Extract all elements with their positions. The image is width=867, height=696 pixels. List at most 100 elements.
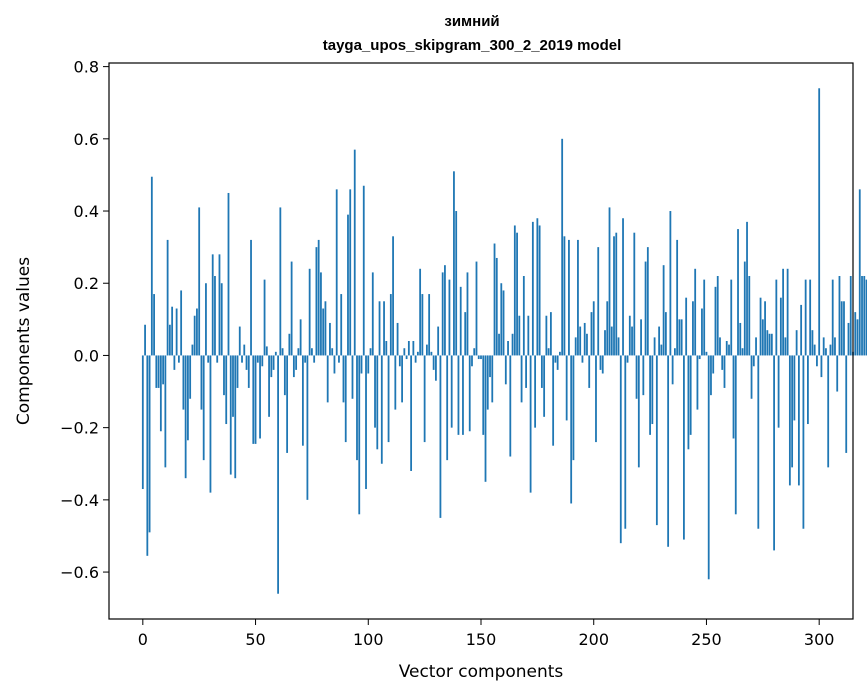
bar-1 <box>144 324 146 356</box>
x-tick-label-100: 100 <box>353 630 384 649</box>
bar-316 <box>854 312 857 356</box>
bar-99 <box>365 355 367 490</box>
bar-198 <box>588 355 591 388</box>
chart-subtitle: tayga_upos_skipgram_300_2_2019 model <box>323 37 622 54</box>
bar-288 <box>791 355 794 468</box>
bar-47 <box>247 355 250 388</box>
bar-24 <box>196 308 198 356</box>
bar-217 <box>631 326 633 356</box>
bar-70 <box>299 319 302 356</box>
bar-207 <box>608 207 611 356</box>
bar-161 <box>504 355 507 385</box>
bar-261 <box>730 279 733 356</box>
bar-226 <box>651 355 654 425</box>
bar-159 <box>500 283 503 356</box>
bar-196 <box>583 322 586 356</box>
bar-54 <box>263 279 266 356</box>
bar-183 <box>554 355 557 363</box>
bar-237 <box>676 239 679 356</box>
bar-116 <box>403 348 406 356</box>
bar-160 <box>502 290 505 356</box>
bar-145 <box>468 355 471 432</box>
bar-202 <box>597 247 600 356</box>
bar-193 <box>577 239 579 356</box>
bar-88 <box>340 294 343 356</box>
bar-244 <box>692 301 694 356</box>
bar-69 <box>297 348 300 356</box>
bar-157 <box>495 257 498 356</box>
bar-141 <box>459 286 462 356</box>
bar-123 <box>419 268 422 356</box>
bar-76 <box>313 355 316 363</box>
bar-168 <box>520 355 523 403</box>
bar-32 <box>214 276 216 356</box>
bar-142 <box>462 355 464 435</box>
y-tick-label-0.8: 0.8 <box>74 58 99 77</box>
bar-264 <box>737 229 739 356</box>
x-tick-label-150: 150 <box>466 630 497 649</box>
bar-45 <box>243 344 246 356</box>
bar-38 <box>227 192 230 356</box>
bar-36 <box>223 355 225 396</box>
bar-191 <box>572 355 575 461</box>
bar-294 <box>804 279 807 356</box>
bar-274 <box>759 297 762 356</box>
bar-114 <box>398 355 401 367</box>
bar-73 <box>306 355 309 500</box>
bar-190 <box>570 355 573 504</box>
bar-285 <box>784 337 787 356</box>
bar-225 <box>649 355 651 435</box>
bar-233 <box>667 355 670 547</box>
bar-11 <box>166 239 169 356</box>
bar-298 <box>813 344 816 356</box>
bar-267 <box>743 261 746 356</box>
bar-241 <box>685 297 688 356</box>
bar-302 <box>822 337 825 356</box>
bar-119 <box>410 355 413 471</box>
bar-72 <box>304 355 307 363</box>
bar-129 <box>432 355 435 370</box>
x-tick-label-250: 250 <box>691 630 722 649</box>
bar-210 <box>615 232 618 356</box>
bar-125 <box>423 355 426 443</box>
bar-209 <box>613 236 615 356</box>
bar-221 <box>640 319 642 356</box>
y-tick-label--0.4: −0.4 <box>60 491 99 510</box>
bar-156 <box>493 243 496 356</box>
bar-5 <box>153 294 155 356</box>
bar-262 <box>732 355 735 439</box>
bar-232 <box>664 312 667 356</box>
bar-110 <box>389 294 392 356</box>
y-tick-label-0: 0.0 <box>74 346 99 365</box>
bar-163 <box>509 355 512 457</box>
bar-272 <box>755 337 757 356</box>
bar-269 <box>748 276 751 356</box>
bar-25 <box>198 207 201 356</box>
bar-97 <box>360 355 363 374</box>
bar-133 <box>441 272 444 356</box>
y-tick-label--0.2: −0.2 <box>60 419 99 438</box>
bar-286 <box>786 268 789 356</box>
bar-7 <box>157 355 160 388</box>
bar-296 <box>809 279 812 356</box>
bar-172 <box>529 355 532 493</box>
bar-147 <box>473 348 476 356</box>
bar-173 <box>531 221 534 356</box>
bar-162 <box>507 341 509 356</box>
bar-154 <box>489 355 491 378</box>
bar-68 <box>295 355 298 370</box>
bar-82 <box>326 355 329 403</box>
bar-85 <box>333 355 336 374</box>
bar-132 <box>439 355 442 518</box>
bar-188 <box>565 355 568 421</box>
bar-117 <box>405 355 408 360</box>
bar-120 <box>412 341 415 356</box>
bar-96 <box>358 355 361 515</box>
bar-95 <box>356 355 358 461</box>
bar-40 <box>232 355 234 417</box>
bar-270 <box>750 355 753 399</box>
bar-105 <box>378 301 381 356</box>
y-tick-label-0.2: 0.2 <box>74 274 99 293</box>
bar-23 <box>193 315 196 356</box>
bar-93 <box>351 355 354 399</box>
